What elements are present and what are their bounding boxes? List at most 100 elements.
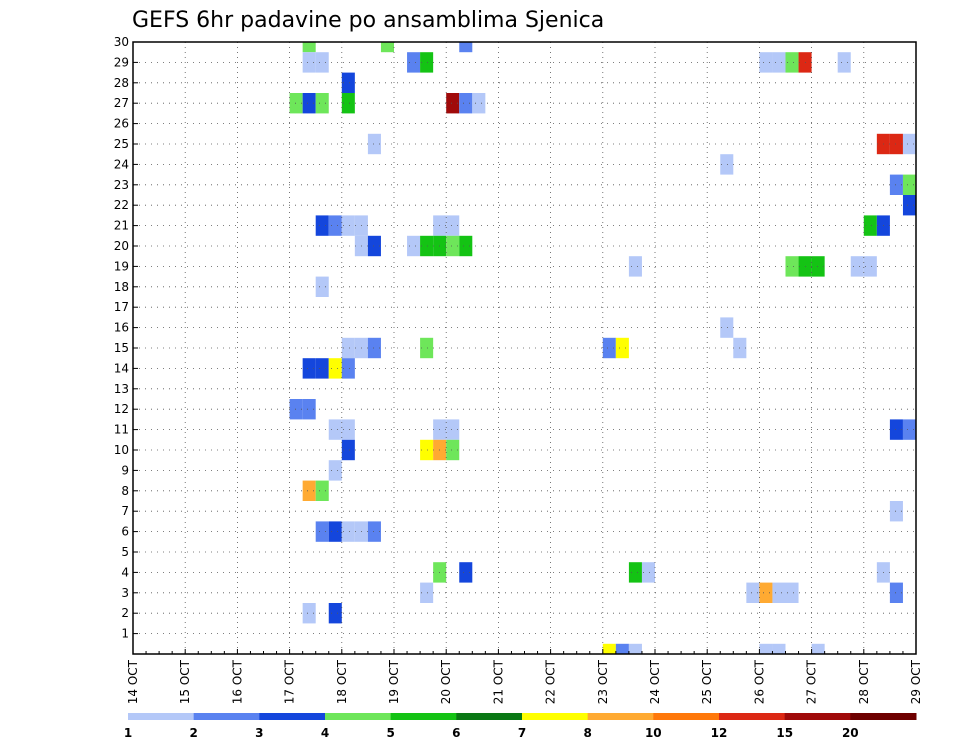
y-tick-label: 26 — [114, 117, 129, 131]
legend-label: 6 — [452, 726, 460, 740]
heatmap-cell — [628, 256, 642, 277]
y-tick-label: 25 — [114, 137, 129, 151]
heatmap-cell — [289, 93, 303, 114]
heatmap-cell — [459, 42, 473, 53]
legend-label: 5 — [387, 726, 395, 740]
heatmap-cell — [720, 317, 734, 338]
heatmap-cell — [328, 460, 342, 481]
y-tick-label: 4 — [121, 565, 129, 579]
heatmap-cell — [420, 582, 434, 603]
y-tick-label: 17 — [114, 300, 129, 314]
heatmap-cell — [407, 52, 421, 73]
heatmap-cell — [759, 643, 773, 654]
heatmap-cell — [889, 174, 903, 195]
heatmap-cell — [472, 93, 486, 114]
x-tick-label: 20 OCT — [439, 659, 453, 704]
y-tick-label: 6 — [121, 525, 129, 539]
heatmap-cell — [811, 643, 825, 654]
heatmap-cell — [446, 93, 460, 114]
heatmap-cell — [446, 439, 460, 461]
y-tick-label: 30 — [114, 35, 129, 49]
heatmap-cell — [341, 215, 355, 236]
heatmap-cell — [315, 276, 329, 297]
heatmap-cell — [446, 419, 460, 440]
heatmap-cell — [315, 521, 329, 542]
heatmap-cells — [289, 42, 916, 654]
x-tick-label: 21 OCT — [491, 659, 505, 704]
heatmap-cell — [367, 133, 381, 155]
x-axis: 14 OCT 15 OCT 16 OCT 17 OCT 18 OCT 19 OCT 20 O… — [126, 649, 923, 704]
legend-label: 4 — [321, 726, 329, 740]
heatmap-cell — [289, 399, 303, 420]
heatmap-cell — [420, 52, 434, 73]
heatmap-cell — [302, 603, 316, 624]
y-tick-label: 22 — [114, 198, 129, 212]
x-tick-label: 28 OCT — [857, 659, 871, 704]
heatmap-cell — [315, 215, 329, 236]
legend-label: 10 — [645, 726, 662, 740]
heatmap-cell — [328, 603, 342, 624]
heatmap-cell — [315, 93, 329, 114]
legend-swatch — [719, 713, 786, 720]
x-tick-label: 27 OCT — [805, 659, 819, 704]
heatmap-cell — [628, 562, 642, 583]
heatmap-cell — [328, 419, 342, 440]
heatmap-cell — [759, 582, 773, 603]
y-axis: 1234567891011121314151617181920212223242… — [114, 35, 138, 641]
heatmap-cell — [850, 256, 864, 277]
heatmap-cell — [367, 521, 381, 542]
y-tick-label: 8 — [121, 484, 129, 498]
x-tick-label: 26 OCT — [752, 659, 766, 704]
heatmap-cell — [772, 643, 786, 654]
legend-label: 20 — [842, 726, 859, 740]
heatmap-cell — [902, 174, 916, 195]
heatmap-cell — [641, 562, 655, 583]
x-tick-label: 22 OCT — [544, 659, 558, 704]
x-tick-label: 15 OCT — [178, 659, 192, 704]
legend-label: 3 — [255, 726, 263, 740]
heatmap-cell — [302, 358, 316, 379]
y-tick-label: 5 — [121, 545, 129, 559]
heatmap-cell — [328, 215, 342, 236]
legend-swatch — [259, 713, 326, 720]
heatmap-cell — [602, 643, 616, 654]
y-tick-label: 16 — [114, 321, 129, 335]
legend-swatch — [193, 713, 260, 720]
heatmap-cell — [420, 337, 434, 359]
y-tick-label: 13 — [114, 382, 129, 396]
legend-label: 8 — [584, 726, 592, 740]
legend-swatch — [325, 713, 392, 720]
heatmap-cell — [367, 235, 381, 257]
y-tick-label: 29 — [114, 55, 129, 69]
heatmap-cell — [341, 521, 355, 542]
heatmap-cell — [446, 215, 460, 236]
heatmap-cell — [380, 42, 394, 53]
heatmap-cell — [420, 439, 434, 461]
y-tick-label: 15 — [114, 341, 129, 355]
heatmap-cell — [785, 256, 799, 277]
legend-label: 2 — [190, 726, 198, 740]
heatmap-cell — [302, 399, 316, 420]
heatmap-cell — [315, 358, 329, 379]
heatmap-cell — [328, 358, 342, 379]
heatmap-cell — [341, 419, 355, 440]
heatmap-cell — [302, 42, 316, 53]
y-tick-label: 12 — [114, 402, 129, 416]
gridlines — [133, 41, 916, 654]
heatmap-cell — [615, 643, 629, 654]
chart-title: GEFS 6hr padavine po ansamblima Sjenica — [132, 8, 604, 33]
x-tick-label: 17 OCT — [283, 659, 297, 704]
x-tick-label: 19 OCT — [387, 659, 401, 704]
heatmap-cell — [302, 93, 316, 114]
heatmap-cell — [772, 582, 786, 603]
heatmap-cell — [328, 521, 342, 542]
heatmap-cell — [446, 235, 460, 257]
heatmap-cell — [615, 337, 629, 359]
y-tick-label: 3 — [121, 586, 129, 600]
heatmap-cell — [407, 235, 421, 257]
heatmap-cell — [863, 256, 877, 277]
heatmap-cell — [341, 358, 355, 379]
heatmap-cell — [811, 256, 825, 277]
heatmap-cell — [889, 419, 903, 440]
